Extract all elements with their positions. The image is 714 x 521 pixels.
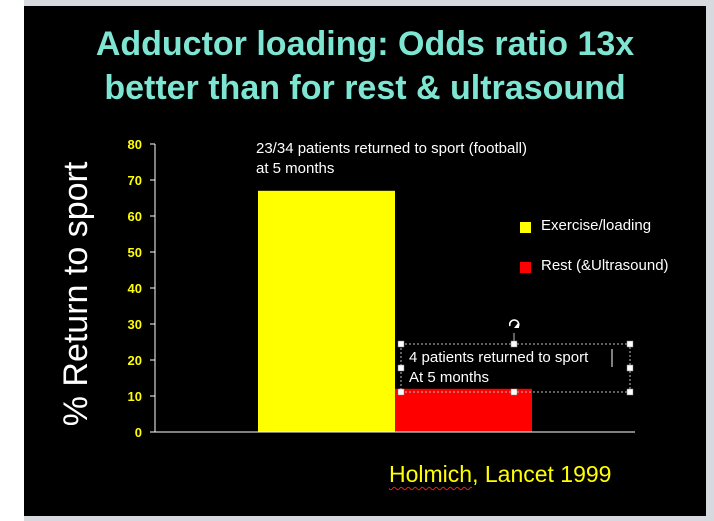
citation: Holmich, Lancet 1999 [389,461,611,488]
window-edge [0,0,24,521]
resize-handle-top-right[interactable] [626,340,634,348]
resize-handle-top[interactable] [510,340,518,348]
bar-chart: 0 10 20 30 40 50 60 70 80 [128,137,635,440]
y-tick-label-0: 0 [135,425,142,440]
annotation-rest-line-1: 4 patients returned to sport [409,349,589,366]
bar-exercise [258,190,395,432]
y-tick-label-80: 80 [128,137,142,152]
bar-rest [395,388,532,432]
citation-rest: , Lancet 1999 [472,461,612,487]
legend-label-exercise: Exercise/loading [541,217,652,234]
y-tick-label-40: 40 [128,281,142,296]
y-tick-label-20: 20 [128,353,142,368]
resize-handle-top-left[interactable] [397,340,405,348]
annotation-exercise-line-2: at 5 months [256,160,335,177]
y-tick-label-70: 70 [128,173,142,188]
title-line-1: Adductor loading: Odds ratio 13x [95,25,635,63]
resize-handle-left[interactable] [397,364,405,372]
slide: Adductor loading: Odds ratio 13x better … [24,6,706,516]
annotation-exercise-line-1: 23/34 patients returned to sport (footba… [256,140,527,157]
annotation-exercise: 23/34 patients returned to sport (footba… [256,139,527,179]
y-tick-label-60: 60 [128,209,142,224]
resize-handle-bottom-left[interactable] [397,388,405,396]
resize-handle-bottom-right[interactable] [626,388,634,396]
annotation-rest[interactable]: 4 patients returned to sport At 5 months [409,348,588,388]
slide-title: Adductor loading: Odds ratio 13x better … [24,22,706,110]
resize-handle-right[interactable] [626,364,634,372]
bars [258,190,532,432]
y-tick-label-10: 10 [128,389,142,404]
resize-handle-bottom[interactable] [510,388,518,396]
title-line-2: better than for rest & ultrasound [104,69,626,107]
y-tick-label-50: 50 [128,245,142,260]
y-tick-label-30: 30 [128,317,142,332]
legend-label-rest: Rest (&Ultrasound) [541,257,669,274]
citation-author: Holmich [389,461,473,487]
annotation-rest-line-2: At 5 months [409,369,490,386]
y-axis-ticks: 0 10 20 30 40 50 60 70 80 [128,137,155,440]
legend-swatch-exercise [520,222,531,233]
rotate-handle-icon[interactable] [508,319,520,328]
legend-swatch-rest [520,262,531,273]
selection-box[interactable] [397,319,634,396]
